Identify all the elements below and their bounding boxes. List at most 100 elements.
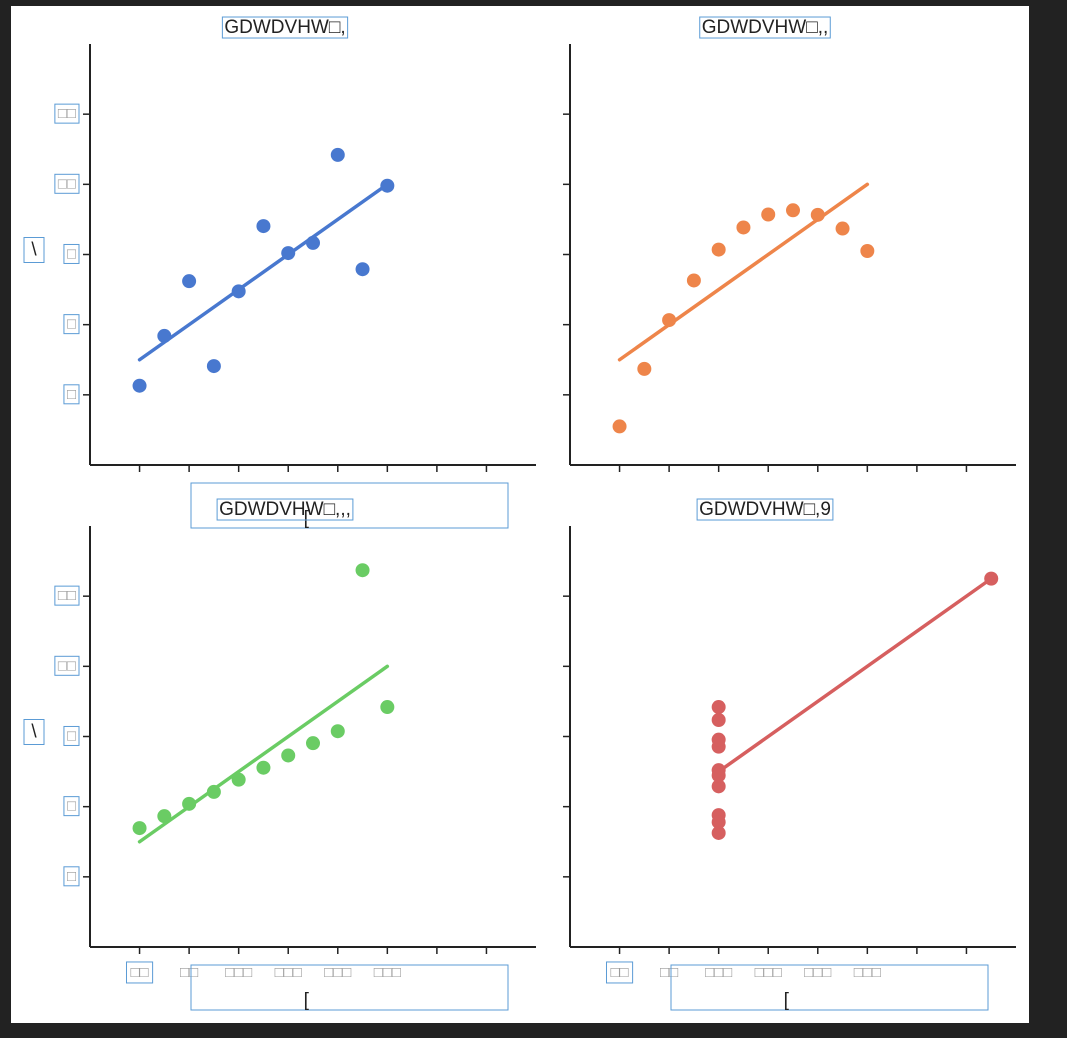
y-tick-label: □: [67, 245, 76, 262]
data-point: [612, 419, 627, 434]
subplot-title-box: [699, 16, 831, 39]
subplot-2: GDWDVHW□,,: [563, 16, 1016, 472]
data-point: [984, 571, 999, 586]
data-point: [157, 328, 172, 343]
x-axis-label-box: [670, 964, 989, 1011]
subplot-title-box: [216, 498, 354, 521]
y-tick-label-box: [54, 655, 80, 676]
data-point: [231, 284, 246, 299]
data-point: [206, 359, 221, 374]
data-point: [637, 361, 652, 376]
data-point: [256, 219, 271, 234]
x-tick-label: □□: [610, 964, 628, 981]
y-tick-label: □: [67, 316, 76, 333]
data-point: [835, 221, 850, 236]
data-point: [686, 273, 701, 288]
subplot-title: GDWDVHW□,,,: [219, 499, 351, 520]
x-tick-label-box: [605, 961, 634, 984]
y-axis-label-box: [23, 719, 45, 745]
data-point: [206, 784, 221, 799]
data-point: [380, 178, 395, 193]
figure: □ □ □ □□ □□ GDWDVHW□, \[GDWDVHW□,, □□ □□ □□□ □□□ □□…: [11, 6, 1029, 1023]
subplot-3: □□ □□ □□□ □□□ □□□ □□□□□□□□□□GDWDVHW□,,,\[: [23, 498, 536, 1011]
x-tick-label: □□□: [324, 964, 351, 981]
data-point: [182, 274, 197, 289]
x-axis-label: [: [304, 990, 310, 1011]
data-point: [711, 779, 726, 794]
y-axis-label-box: [23, 237, 45, 263]
x-axis-label: [: [304, 508, 310, 529]
data-point: [380, 700, 395, 715]
data-point: [860, 243, 875, 258]
data-point: [786, 203, 800, 218]
y-tick-label: □□: [58, 175, 76, 192]
data-point: [330, 724, 345, 739]
data-point: [281, 246, 296, 261]
x-tick-label: □□□: [854, 964, 881, 981]
y-tick-label: □: [67, 868, 76, 885]
data-point: [711, 768, 726, 783]
regression-line: [137, 664, 390, 844]
y-tick-label: □□: [58, 105, 76, 122]
x-tick-label: □□□: [225, 964, 252, 981]
data-point: [132, 378, 147, 393]
x-tick-label-box: [125, 961, 154, 984]
y-tick-label: □: [67, 727, 76, 744]
y-tick-label: □□: [58, 587, 76, 604]
y-tick-label-box: [63, 866, 80, 887]
subplot-title: GDWDVHW□,,: [702, 17, 829, 38]
regression-line: [716, 576, 993, 774]
data-point: [711, 815, 726, 830]
data-point: [132, 821, 147, 836]
data-point: [711, 713, 726, 728]
x-axis-label-box: [190, 482, 509, 529]
subplot-title-box: [696, 498, 834, 521]
data-point: [810, 207, 825, 222]
data-point: [231, 772, 246, 787]
data-point: [306, 736, 320, 751]
x-tick-label: □□□: [705, 964, 732, 981]
y-tick-label: □: [67, 386, 76, 403]
subplot-1: □□□□□□□GDWDVHW□,\[: [23, 16, 536, 529]
data-point: [157, 809, 172, 824]
data-point: [736, 220, 751, 235]
x-tick-label: □□: [180, 964, 198, 981]
data-point: [711, 825, 726, 840]
data-point: [330, 147, 345, 162]
x-tick-label: □□: [660, 964, 678, 981]
data-point: [355, 563, 370, 578]
subplot-title: GDWDVHW□,9: [699, 499, 831, 520]
subplot-4: □□ □□ □□□ □□□ □□□ □□□GDWDVHW□,9[: [563, 498, 1016, 1011]
y-axis-label: \: [31, 240, 37, 261]
data-point: [281, 748, 296, 763]
x-tick-label: □□□: [755, 964, 782, 981]
regression-line: [617, 182, 870, 362]
y-tick-label-box: [54, 585, 80, 606]
plot-canvas: □□□□□□□GDWDVHW□,\[GDWDVHW□,,□□ □□ □□□ □□□ □□…: [23, 16, 1016, 1011]
data-point: [306, 235, 320, 250]
x-tick-label: □□: [130, 964, 148, 981]
x-axis-label-box: [190, 964, 509, 1011]
data-point: [256, 760, 271, 775]
y-tick-label-box: [54, 103, 80, 124]
regression-line: [137, 182, 390, 362]
y-tick-label-box: [63, 243, 80, 264]
y-tick-label-box: [63, 725, 80, 746]
y-tick-label-box: [63, 314, 80, 335]
subplot-title: GDWDVHW□,: [224, 17, 345, 38]
x-axis-label: [: [784, 990, 790, 1011]
data-point: [662, 313, 677, 328]
y-axis-label: \: [31, 722, 37, 743]
data-point: [711, 732, 726, 747]
y-tick-label: □□: [58, 657, 76, 674]
subplot-title-box: [221, 16, 349, 39]
data-point: [711, 700, 726, 715]
y-tick-label-box: [63, 796, 80, 817]
data-point: [711, 242, 726, 257]
y-tick-label-box: [63, 384, 80, 405]
x-tick-label: □□□: [374, 964, 401, 981]
x-tick-label: □□□: [275, 964, 302, 981]
y-tick-label-box: [54, 173, 80, 194]
y-tick-label: □: [67, 798, 76, 815]
x-tick-label: □□□: [804, 964, 831, 981]
